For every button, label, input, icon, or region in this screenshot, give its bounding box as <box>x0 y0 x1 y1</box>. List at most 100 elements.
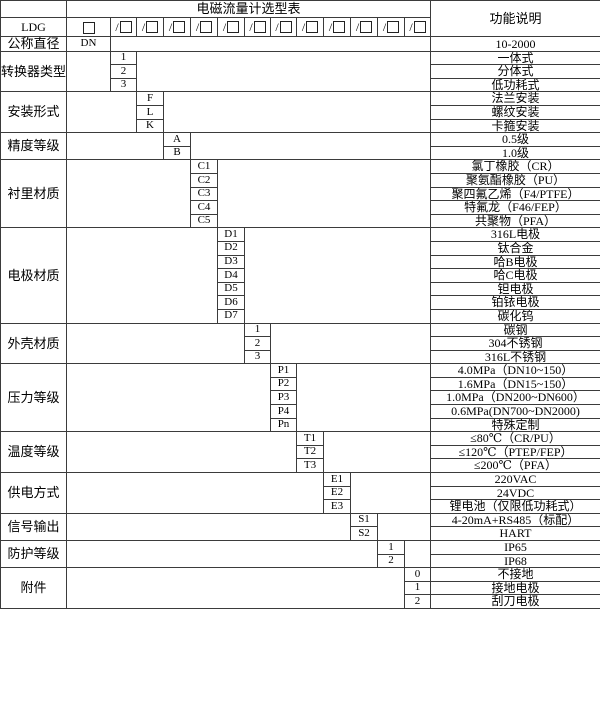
description-cell-6-1: 304不锈钢 <box>430 336 600 351</box>
code-cell-7-2[interactable]: P3 <box>270 390 297 406</box>
code-box-0[interactable] <box>66 17 111 37</box>
code-cell-10-1[interactable]: S2 <box>350 526 378 542</box>
blank-right-0 <box>110 36 431 52</box>
code-box-slash-3[interactable]: / <box>163 17 191 37</box>
code-box-slash-9[interactable]: / <box>323 17 351 37</box>
code-cell-4-1[interactable]: C2 <box>190 172 218 188</box>
description-cell-7-1: 1.6MPa（DN15~150） <box>430 376 600 392</box>
code-cell-7-3[interactable]: P4 <box>270 404 297 419</box>
code-cell-11-1[interactable]: 2 <box>377 553 405 569</box>
code-cell-5-5[interactable]: D6 <box>217 295 245 310</box>
code-cell-3-1[interactable]: B <box>163 145 191 161</box>
table-row: 精度等级 A 0.5级 <box>0 132 600 161</box>
description-cell-4-0: 氯丁橡胶（CR） <box>430 159 600 174</box>
description-cell-9-1: 24VDC <box>430 485 600 501</box>
code-cell-7-1[interactable]: P2 <box>270 376 297 392</box>
code-cell-2-0[interactable]: F <box>136 91 164 107</box>
table-row: 附件 0 不接地 <box>0 567 600 609</box>
group-label-11: 防护等级 <box>0 540 67 569</box>
description-cell-7-2: 1.0MPa（DN200~DN600） <box>430 390 600 406</box>
blank-left-10 <box>66 512 351 542</box>
table-row: 转换器类型 1 一体式 <box>0 50 600 93</box>
code-box-slash-4[interactable]: / <box>190 17 218 37</box>
description-cell-1-1: 分体式 <box>430 64 600 79</box>
corner-blank <box>0 0 67 18</box>
code-cell-5-1[interactable]: D2 <box>217 240 245 256</box>
code-cell-8-2[interactable]: T3 <box>296 458 324 474</box>
table-row: 2 刮刀电极 <box>1 594 600 609</box>
code-box-slash-7[interactable]: / <box>270 17 297 37</box>
group-label-3: 精度等级 <box>0 132 67 161</box>
description-cell-5-4: 钽电极 <box>430 281 600 297</box>
group-label-6: 外壳材质 <box>0 322 67 365</box>
code-cell-5-3[interactable]: D4 <box>217 268 245 283</box>
code-cell-5-0[interactable]: D1 <box>217 227 245 242</box>
description-cell-12-2: 刮刀电极 <box>430 594 600 609</box>
table-row: 衬里材质 C1 氯丁橡胶（CR） <box>0 159 600 229</box>
blank-right-5 <box>244 227 431 324</box>
description-cell-2-2: 卡箍安装 <box>430 118 600 134</box>
code-box-slash-6[interactable]: / <box>244 17 271 37</box>
code-cell-4-3[interactable]: C4 <box>190 200 218 215</box>
page-title: 电磁流量计选型表 <box>66 0 431 18</box>
code-cell-8-1[interactable]: T2 <box>296 444 324 460</box>
code-cell-5-4[interactable]: D5 <box>217 281 245 297</box>
code-cell-9-1[interactable]: E2 <box>323 485 351 501</box>
code-box-slash-8[interactable]: / <box>296 17 324 37</box>
code-cell-1-0[interactable]: 1 <box>110 50 137 66</box>
code-box-slash-2[interactable]: / <box>136 17 164 37</box>
blank-left-8 <box>66 431 297 474</box>
code-box-slash-5[interactable]: / <box>217 17 245 37</box>
blank-left-2 <box>66 91 137 134</box>
code-box-slash-11[interactable]: / <box>377 17 405 37</box>
description-cell-1-2: 低功耗式 <box>430 77 600 93</box>
code-cell-3-0[interactable]: A <box>163 132 191 147</box>
blank-left-7 <box>66 363 271 433</box>
code-cell-10-0[interactable]: S1 <box>350 512 378 528</box>
description-cell-8-0: ≤80℃（CR/PU） <box>430 431 600 446</box>
code-cell-4-2[interactable]: C3 <box>190 186 218 202</box>
code-cell-7-0[interactable]: P1 <box>270 363 297 378</box>
code-box-slash-10[interactable]: / <box>350 17 378 37</box>
code-cell-6-0[interactable]: 1 <box>244 322 271 338</box>
description-cell-11-0: IP65 <box>430 540 600 555</box>
description-cell-8-1: ≤120℃（PTEP/FEP） <box>430 444 600 460</box>
code-cell-2-2[interactable]: K <box>136 118 164 134</box>
table-row: 防护等级 1 IP65 <box>0 540 600 569</box>
description-cell-4-3: 特氟龙（F46/FEP） <box>430 200 600 215</box>
code-cell-4-4[interactable]: C5 <box>190 213 218 229</box>
code-box-slash-1[interactable]: / <box>110 17 137 37</box>
table-row: C3 聚四氟乙烯（F4/PTFE） <box>1 186 600 202</box>
code-cell-7-4[interactable]: Pn <box>270 417 297 433</box>
description-cell-7-3: 0.6MPa(DN700~DN2000) <box>430 404 600 419</box>
code-cell-11-0[interactable]: 1 <box>377 540 405 555</box>
code-cell-5-6[interactable]: D7 <box>217 308 245 324</box>
code-cell-8-0[interactable]: T1 <box>296 431 324 446</box>
table-row: 信号输出 S1 4-20mA+RS485（标配） <box>0 512 600 542</box>
code-cell-2-1[interactable]: L <box>136 105 164 120</box>
title-row: 电磁流量计选型表 功能说明 <box>0 0 600 37</box>
code-cell-6-1[interactable]: 2 <box>244 336 271 351</box>
group-label-10: 信号输出 <box>0 512 67 542</box>
code-cell-9-2[interactable]: E3 <box>323 499 351 514</box>
description-cell-9-2: 锂电池（仅限低功耗式） <box>430 499 600 514</box>
description-cell-12-0: 不接地 <box>430 567 600 582</box>
code-cell-6-2[interactable]: 3 <box>244 349 271 365</box>
code-cell-12-0[interactable]: 0 <box>404 567 431 582</box>
description-cell-3-0: 0.5级 <box>430 132 600 147</box>
code-cell-0-0[interactable]: DN <box>66 36 111 52</box>
code-cell-1-2[interactable]: 3 <box>110 77 137 93</box>
blank-left-4 <box>66 159 191 229</box>
code-box-slash-12[interactable]: / <box>404 17 431 37</box>
description-cell-4-2: 聚四氟乙烯（F4/PTFE） <box>430 186 600 202</box>
code-cell-12-1[interactable]: 1 <box>404 580 431 596</box>
code-cell-1-1[interactable]: 2 <box>110 64 137 79</box>
blank-right-9 <box>350 472 431 514</box>
code-cell-4-0[interactable]: C1 <box>190 159 218 174</box>
blank-left-3 <box>66 132 164 161</box>
table-row: B 1.0级 <box>1 145 600 161</box>
code-cell-5-2[interactable]: D3 <box>217 254 245 270</box>
code-cell-9-0[interactable]: E1 <box>323 472 351 487</box>
code-cell-12-2[interactable]: 2 <box>404 594 431 609</box>
